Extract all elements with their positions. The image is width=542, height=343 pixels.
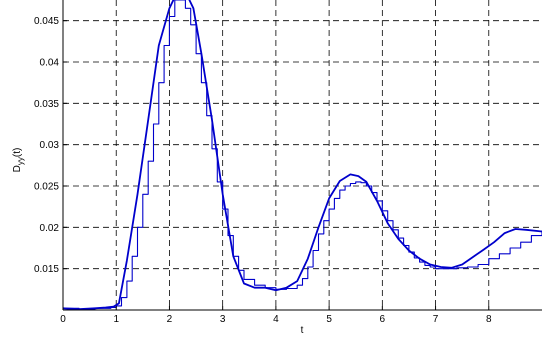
axes bbox=[62, 0, 542, 311]
y-tick-label: 0.015 bbox=[34, 264, 59, 275]
x-tick-label: 3 bbox=[220, 314, 226, 325]
grid-lines bbox=[63, 0, 542, 310]
x-tick-label: 0 bbox=[60, 314, 66, 325]
x-tick-label: 4 bbox=[273, 314, 279, 325]
tick-labels: 0 1 2 3 4 5 6 7 8 0.015 0.02 0.025 0.03 0.035 0.04 0.04… bbox=[34, 16, 492, 325]
y-tick-label: 0.02 bbox=[40, 223, 60, 234]
series-line-1 bbox=[62, 0, 542, 311]
y-tick-label: 0.03 bbox=[40, 140, 60, 151]
x-axis-label: t bbox=[301, 325, 304, 336]
x-tick-label: 8 bbox=[486, 314, 492, 325]
x-tick-label: 2 bbox=[167, 314, 173, 325]
y-axis-label-subscript: yy bbox=[16, 157, 25, 165]
y-tick-label: 0.035 bbox=[34, 99, 59, 110]
y-axis-label-main: D bbox=[12, 165, 23, 172]
series-lines bbox=[62, 0, 542, 311]
x-tick-label: 1 bbox=[113, 314, 119, 325]
series-line-2 bbox=[63, 0, 542, 310]
x-tick-label: 5 bbox=[326, 314, 332, 325]
plot-area bbox=[63, 0, 542, 310]
x-tick-label: 7 bbox=[433, 314, 439, 325]
y-axis-label: Dyy(t) bbox=[12, 148, 25, 173]
y-axis-label-tail: (t) bbox=[12, 148, 23, 157]
y-tick-label: 0.04 bbox=[40, 58, 60, 69]
x-tick-label: 6 bbox=[380, 314, 386, 325]
y-tick-label: 0.045 bbox=[34, 16, 59, 27]
y-tick-label: 0.025 bbox=[34, 182, 59, 193]
